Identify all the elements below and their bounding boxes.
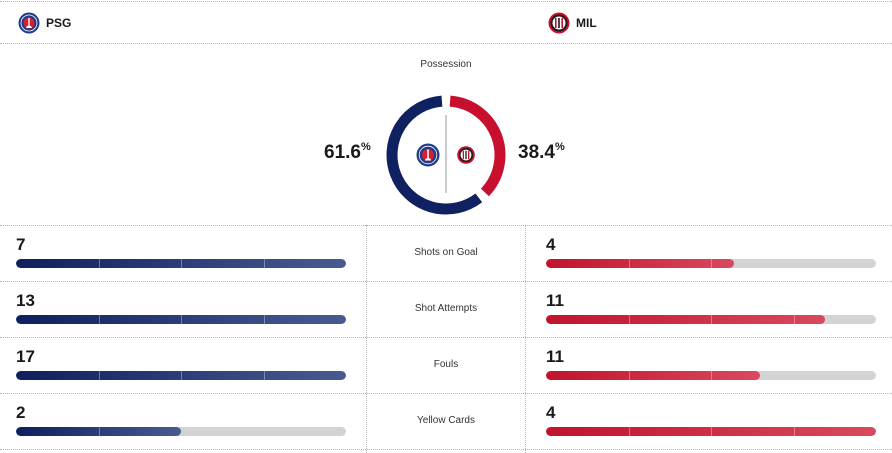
bar-segment-tick xyxy=(793,427,795,436)
away-stat-bar-fill xyxy=(546,259,735,268)
home-stat-value: 2 xyxy=(16,403,26,422)
stats-row-divider-3 xyxy=(0,393,892,394)
bar-segment-tick xyxy=(628,427,630,436)
home-possession-number: 61.6 xyxy=(324,142,361,163)
bar-segment-tick xyxy=(711,371,712,380)
home-stat-bar xyxy=(16,427,346,436)
bar-segment-tick xyxy=(263,315,265,324)
home-stat-bar-fill xyxy=(16,259,346,268)
away-stat-bar-fill xyxy=(546,371,760,380)
bar-segment-tick xyxy=(628,315,630,324)
bar-segment-tick xyxy=(181,371,182,380)
away-stat-value: 4 xyxy=(546,403,556,422)
home-team-name: PSG xyxy=(46,16,72,30)
home-stat-bar xyxy=(16,259,346,268)
bar-segment-tick xyxy=(181,315,182,324)
away-possession-number: 38.4 xyxy=(518,142,555,163)
away-stat-bar-fill xyxy=(546,427,876,436)
away-stat-bar xyxy=(546,259,876,268)
donut-milan-crest-icon xyxy=(457,146,475,164)
home-possession-value: 61.6% xyxy=(324,141,371,164)
home-stat-value: 13 xyxy=(16,291,35,310)
bar-segment-tick xyxy=(98,259,100,268)
stat-label: Yellow Cards xyxy=(417,415,475,426)
bar-segment-tick xyxy=(98,371,100,380)
stats-bottom-divider xyxy=(0,449,892,450)
home-stat-bar xyxy=(16,315,346,324)
away-stat-bar xyxy=(546,371,876,380)
stats-right-divider xyxy=(525,225,526,453)
home-stat-value: 17 xyxy=(16,347,35,366)
stats-left-divider xyxy=(366,225,367,453)
stat-label: Fouls xyxy=(433,359,459,370)
bar-segment-tick xyxy=(628,371,630,380)
away-possession-arc xyxy=(449,95,506,197)
away-stat-value: 11 xyxy=(546,347,564,366)
bar-segment-tick xyxy=(711,427,712,436)
stats-top-divider xyxy=(0,225,892,226)
bar-segment-tick xyxy=(181,259,182,268)
home-possession-unit: % xyxy=(360,141,371,153)
away-team-name: MIL xyxy=(576,16,597,30)
top-divider xyxy=(0,1,892,2)
home-stat-value: 7 xyxy=(16,235,26,254)
home-stat-bar xyxy=(16,371,346,380)
bar-segment-tick xyxy=(263,259,265,268)
possession-donut xyxy=(386,95,506,215)
away-stat-bar xyxy=(546,427,876,436)
stat-label: Shots on Goal xyxy=(414,247,478,258)
stats-row-divider-1 xyxy=(0,281,892,282)
away-possession-value: 38.4% xyxy=(518,141,565,164)
home-possession-arc xyxy=(386,95,483,215)
bar-segment-tick xyxy=(263,371,265,380)
header-divider xyxy=(0,43,892,44)
home-stat-bar-fill xyxy=(16,371,346,380)
bar-segment-tick xyxy=(98,427,100,436)
away-stat-value: 11 xyxy=(546,291,564,310)
away-stat-value: 4 xyxy=(546,235,556,254)
bar-segment-tick xyxy=(711,315,712,324)
milan-crest-icon xyxy=(548,12,570,34)
bar-segment-tick xyxy=(628,259,630,268)
bar-segment-tick xyxy=(98,315,100,324)
stats-row-divider-2 xyxy=(0,337,892,338)
bar-segment-tick xyxy=(793,315,795,324)
bar-segment-tick xyxy=(711,259,712,268)
home-team-header: PSG xyxy=(18,12,71,34)
donut-psg-crest-icon xyxy=(416,143,440,167)
away-possession-unit: % xyxy=(554,141,565,153)
psg-crest-icon xyxy=(18,12,40,34)
home-stat-bar-fill xyxy=(16,315,346,324)
possession-title: Possession xyxy=(420,59,472,70)
away-stat-bar-fill xyxy=(546,315,826,324)
home-stat-bar-fill xyxy=(16,427,181,436)
away-team-header: MIL xyxy=(548,12,597,34)
away-stat-bar xyxy=(546,315,876,324)
stat-label: Shot Attempts xyxy=(414,303,478,314)
